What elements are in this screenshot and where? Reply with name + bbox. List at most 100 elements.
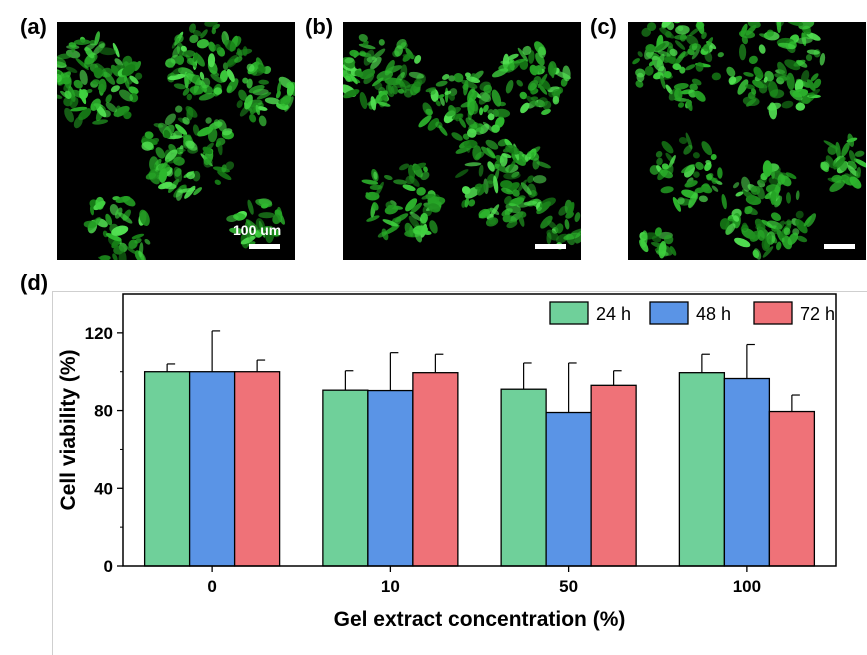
cell xyxy=(383,174,393,181)
y-tick-label: 80 xyxy=(94,402,113,421)
cell xyxy=(193,187,203,196)
cell xyxy=(654,227,662,237)
cell xyxy=(574,230,581,244)
cell xyxy=(527,146,541,158)
cell xyxy=(694,90,706,102)
cell xyxy=(733,215,740,222)
cell xyxy=(192,30,202,37)
cell xyxy=(458,117,467,128)
cell xyxy=(703,44,710,52)
cell xyxy=(632,58,640,65)
cell xyxy=(163,129,171,139)
cell xyxy=(255,218,266,233)
cell xyxy=(155,147,165,159)
y-tick-label: 120 xyxy=(85,324,113,343)
cell xyxy=(541,108,551,115)
cell xyxy=(212,23,221,30)
cell xyxy=(255,104,261,116)
cell xyxy=(675,25,690,35)
cell xyxy=(420,212,428,224)
cell xyxy=(491,68,509,78)
cell xyxy=(746,98,757,107)
cell xyxy=(199,71,205,80)
cell xyxy=(63,96,73,107)
cell xyxy=(562,65,571,82)
cell xyxy=(698,195,708,203)
cell xyxy=(800,70,810,84)
cell xyxy=(394,213,409,223)
cell xyxy=(571,227,581,235)
cell xyxy=(752,249,760,259)
y-tick-label: 40 xyxy=(94,479,113,498)
cell xyxy=(463,139,478,149)
cell xyxy=(661,163,670,170)
cell xyxy=(563,232,581,240)
cell xyxy=(175,105,183,113)
cell xyxy=(516,179,528,193)
cell xyxy=(362,40,369,46)
cell xyxy=(95,196,105,210)
cell xyxy=(240,236,256,245)
cell xyxy=(428,203,441,213)
cell xyxy=(795,190,800,201)
cell xyxy=(491,89,502,107)
cell xyxy=(116,75,128,85)
cell xyxy=(98,78,107,94)
cell xyxy=(537,65,543,74)
cell xyxy=(222,32,228,47)
cell xyxy=(501,187,513,195)
cell xyxy=(777,42,796,50)
cell xyxy=(275,90,281,99)
cell xyxy=(442,74,450,80)
bar-72h-100 xyxy=(768,410,816,567)
cell xyxy=(226,85,233,93)
cell xyxy=(398,163,410,171)
cell xyxy=(798,22,815,30)
cell xyxy=(128,239,138,249)
cell xyxy=(229,227,244,234)
y-tick-label: 0 xyxy=(104,557,113,576)
cell xyxy=(144,238,151,245)
cell xyxy=(448,92,455,101)
cell xyxy=(491,124,500,133)
cell xyxy=(778,75,788,82)
cell xyxy=(84,47,95,59)
cell xyxy=(64,107,74,123)
cell xyxy=(813,78,822,89)
cell xyxy=(660,169,673,179)
cell xyxy=(552,95,560,105)
cell xyxy=(98,256,115,260)
cell xyxy=(764,233,772,250)
cell xyxy=(393,179,407,185)
cell xyxy=(123,111,132,120)
cell xyxy=(479,107,484,116)
cell xyxy=(248,84,265,94)
cell xyxy=(481,146,496,159)
cell xyxy=(738,30,756,39)
cell xyxy=(257,106,268,111)
cell xyxy=(461,79,478,89)
cell xyxy=(354,70,364,78)
error-bar-48h-10 xyxy=(389,352,399,391)
cell xyxy=(744,206,758,216)
bar-48h-10 xyxy=(367,389,414,567)
cell xyxy=(61,77,72,85)
cell xyxy=(808,88,821,98)
cell xyxy=(555,223,564,234)
cell xyxy=(64,90,72,99)
cell xyxy=(105,233,122,242)
cell xyxy=(205,117,212,124)
cell xyxy=(503,171,521,180)
cell xyxy=(502,214,511,223)
cell xyxy=(478,208,491,219)
cell xyxy=(660,75,666,89)
cell xyxy=(564,219,570,230)
cell xyxy=(437,94,445,99)
cell xyxy=(93,67,103,77)
cell xyxy=(359,68,376,80)
error-bar-72h-10 xyxy=(434,353,444,373)
cell xyxy=(344,75,352,83)
cell xyxy=(737,79,749,95)
cell xyxy=(685,34,699,47)
cell xyxy=(705,160,712,165)
